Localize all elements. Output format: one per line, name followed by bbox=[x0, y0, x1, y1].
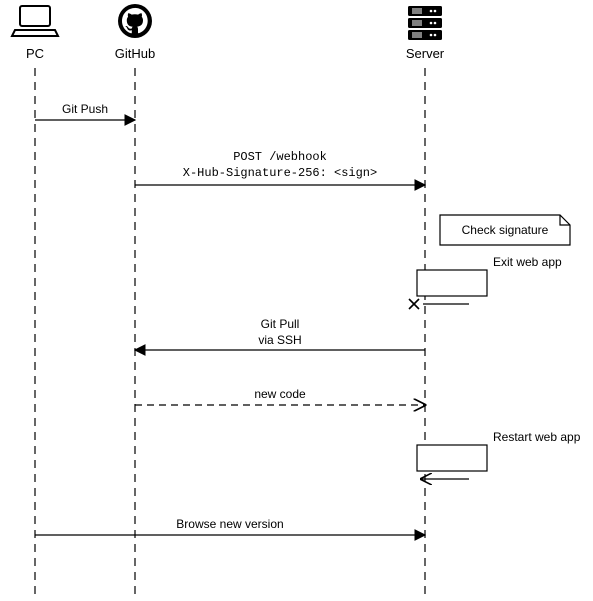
message-label-3: new code bbox=[254, 387, 306, 401]
message-label2-2: via SSH bbox=[258, 333, 301, 347]
participant-label-server: Server bbox=[406, 46, 445, 61]
note-label-0: Check signature bbox=[462, 223, 549, 237]
message-label-4: Browse new version bbox=[176, 517, 283, 531]
note-label-2: Restart web app bbox=[493, 430, 581, 444]
message-label-1: POST /webhook bbox=[233, 150, 327, 164]
github-icon bbox=[118, 4, 152, 38]
server-icon bbox=[408, 6, 442, 40]
note-label-1: Exit web app bbox=[493, 255, 562, 269]
message-label-0: Git Push bbox=[62, 102, 108, 116]
message-label2-1: X-Hub-Signature-256: <sign> bbox=[183, 166, 377, 180]
message-label-2: Git Pull bbox=[261, 317, 300, 331]
background bbox=[0, 0, 593, 601]
participant-label-pc: PC bbox=[26, 46, 44, 61]
participant-label-github: GitHub bbox=[115, 46, 155, 61]
